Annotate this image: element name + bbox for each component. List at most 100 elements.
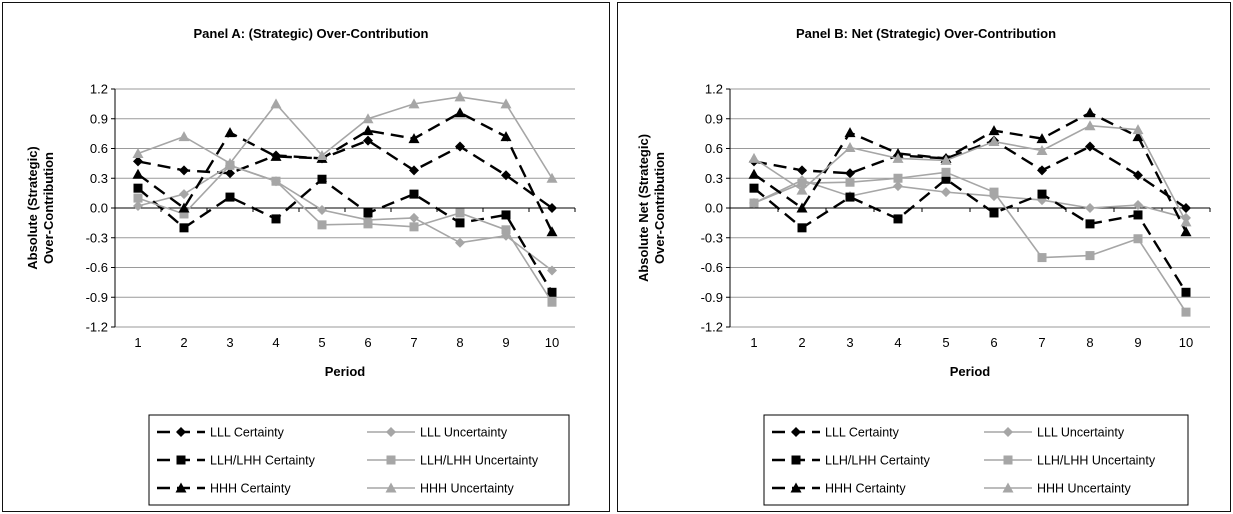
series-line [137, 111, 554, 233]
data-point [409, 212, 419, 223]
x-tick-label: 4 [272, 335, 279, 350]
y-axis-label-line: Absolute Net (Strategic) [636, 134, 651, 282]
data-point [132, 147, 144, 158]
data-point [1036, 133, 1048, 144]
y-axis-label-line: Over-Contribution [652, 152, 667, 264]
x-tick-label: 10 [1179, 335, 1193, 350]
series-3 [133, 160, 557, 307]
data-point [1181, 203, 1191, 213]
x-tick-label: 7 [1038, 335, 1045, 350]
data-point [1085, 203, 1095, 213]
series-0 [749, 135, 1191, 213]
y-axis-label-line: Over-Contribution [41, 152, 56, 264]
x-tick-label: 3 [226, 335, 233, 350]
series-2 [133, 174, 557, 297]
chart-title: Panel B: Net (Strategic) Over-Contributi… [796, 26, 1056, 41]
chart-panel-a: Panel A: (Strategic) Over-Contribution 1.… [25, 26, 576, 506]
data-point [1085, 141, 1095, 152]
series-line [137, 139, 553, 209]
y-tick-label: 0.6 [705, 141, 723, 156]
data-point [455, 218, 465, 228]
data-point [317, 220, 327, 230]
data-point [409, 189, 419, 199]
series-line [137, 177, 554, 293]
data-point [845, 177, 855, 187]
legend-marker [1002, 482, 1014, 493]
legend-label: LLL Uncertainty [1037, 426, 1125, 440]
data-point [748, 168, 760, 179]
data-point [940, 154, 952, 165]
y-tick-label: 0.3 [90, 171, 108, 186]
data-point [270, 150, 282, 161]
data-point [797, 165, 807, 176]
data-point [317, 204, 327, 215]
legend-label: LLH/LHH Certainty [825, 454, 931, 468]
series-1 [133, 160, 557, 276]
data-point [224, 157, 236, 168]
x-tick-label: 7 [410, 335, 417, 350]
chart-panel-b: Panel B: Net (Strategic) Over-Contributi… [636, 26, 1211, 506]
data-point [844, 142, 856, 153]
y-tick-label: 1.2 [90, 82, 108, 97]
legend-marker [176, 427, 186, 437]
series-line [137, 164, 553, 303]
y-tick-label: 0.9 [90, 111, 108, 126]
y-axis-label: Absolute (Strategic)Over-Contribution [25, 146, 56, 270]
data-point [989, 208, 999, 218]
data-point [316, 149, 328, 160]
data-point [1084, 120, 1096, 131]
series-2 [749, 174, 1191, 297]
x-tick-label: 5 [318, 335, 325, 350]
data-point [1133, 200, 1143, 211]
data-point [547, 287, 557, 297]
legend-marker [1003, 455, 1013, 465]
x-tick-label: 8 [1086, 335, 1093, 350]
data-point [989, 187, 999, 197]
data-point [1085, 251, 1095, 261]
legend-label: LLH/LHH Uncertainty [1037, 454, 1156, 468]
legend-marker [1003, 427, 1013, 437]
data-point [1180, 216, 1192, 227]
data-point [1037, 165, 1047, 176]
data-point [454, 107, 466, 118]
y-tick-label: 0.0 [705, 201, 723, 216]
y-tick-label: -0.9 [86, 290, 108, 305]
data-point [1085, 219, 1095, 229]
x-tick-label: 4 [894, 335, 901, 350]
x-tick-label: 10 [545, 335, 559, 350]
data-point [893, 173, 903, 183]
data-point [363, 208, 373, 218]
data-point [547, 297, 557, 307]
data-point [500, 131, 512, 142]
data-point [225, 192, 235, 202]
data-point [178, 202, 190, 213]
legend-marker [386, 455, 396, 465]
data-point [546, 172, 558, 183]
data-point [1132, 124, 1144, 135]
data-point [749, 183, 759, 193]
legend-label: HHH Certainty [825, 482, 906, 496]
legend-label: LLH/LHH Uncertainty [420, 454, 539, 468]
legend-marker [791, 455, 801, 465]
data-point [271, 176, 281, 186]
y-axis-label: Absolute Net (Strategic)Over-Contributio… [636, 134, 667, 282]
data-point [748, 152, 760, 163]
data-point [500, 98, 512, 109]
y-tick-label: 0.0 [90, 201, 108, 216]
x-tick-label: 9 [1134, 335, 1141, 350]
data-point [845, 192, 855, 202]
legend [763, 414, 1189, 506]
legend-label: HHH Certainty [210, 482, 291, 496]
data-point [941, 167, 951, 177]
data-point [1133, 234, 1143, 244]
legend-label: HHH Uncertainty [1037, 482, 1132, 496]
legend-label: LLL Certainty [825, 426, 900, 440]
series-line [753, 177, 1188, 293]
x-tick-label: 2 [180, 335, 187, 350]
data-point [547, 203, 557, 213]
data-point [501, 210, 511, 220]
data-point [408, 98, 420, 109]
x-axis-label: Period [950, 364, 991, 379]
data-point [455, 208, 465, 218]
data-point [796, 184, 808, 195]
